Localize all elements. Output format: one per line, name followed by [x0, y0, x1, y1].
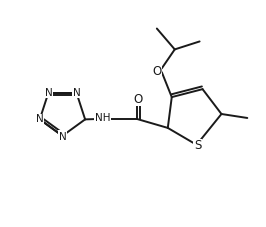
Text: O: O — [133, 93, 143, 106]
Text: S: S — [194, 139, 201, 152]
Text: N: N — [73, 88, 80, 98]
Text: N: N — [59, 131, 66, 141]
Text: N: N — [36, 114, 44, 124]
Text: N: N — [59, 132, 66, 142]
Text: NH: NH — [95, 113, 110, 123]
Text: N: N — [44, 88, 52, 98]
Text: O: O — [152, 65, 161, 78]
